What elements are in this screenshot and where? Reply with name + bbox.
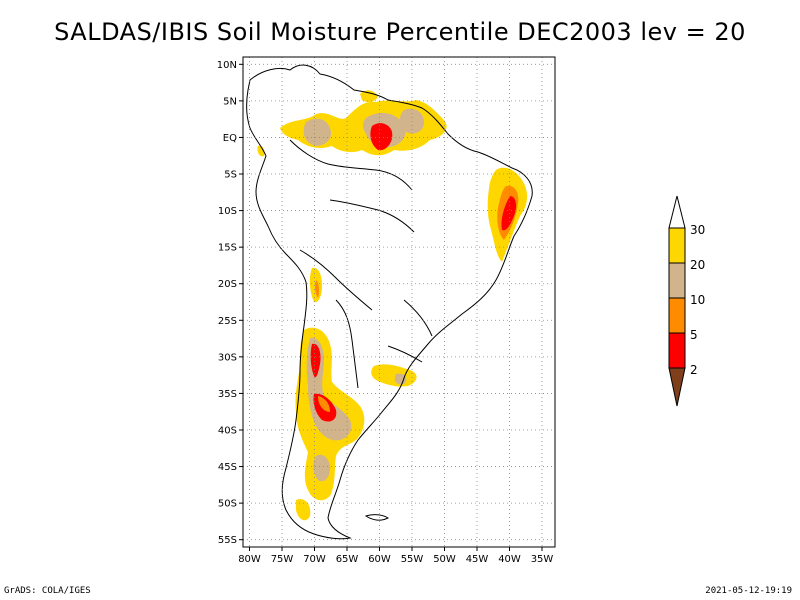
lat-tick-label: 10S	[218, 206, 237, 217]
lon-tick-label: 60W	[368, 554, 391, 565]
lon-tick-label: 35W	[531, 554, 554, 565]
lon-tick-label: 45W	[466, 554, 489, 565]
lon-tick-label: 50W	[433, 554, 456, 565]
border-2	[329, 199, 415, 233]
lon-axis: 80W 75W 70W 65W 60W 55W 50W 45W 40W 35W	[238, 547, 553, 565]
shade-south-red-1	[310, 343, 321, 378]
lon-tick-label: 40W	[498, 554, 521, 565]
lat-tick-label: 5N	[223, 96, 237, 107]
footer-credit: GrADS: COLA/IGES	[4, 586, 91, 596]
border-1	[289, 139, 413, 191]
legend-bottom-arrow	[668, 367, 686, 407]
legend-label-10: 10	[690, 293, 705, 307]
map-title: SALDAS/IBIS Soil Moisture Percentile DEC…	[54, 18, 746, 46]
lat-tick-label: 45S	[218, 462, 237, 473]
legend-swatch-20-30	[668, 227, 686, 264]
shade-andes-orange	[314, 280, 320, 298]
legend-label-20: 20	[690, 258, 705, 272]
coastline	[246, 64, 533, 540]
shade-west-dot	[257, 145, 265, 157]
legend-label-2: 2	[690, 363, 698, 377]
lat-tick-label: EQ	[223, 133, 237, 144]
lat-tick-label: 55S	[218, 535, 237, 546]
continent-outline	[246, 64, 533, 540]
color-legend: 30 20 10 5 2	[668, 195, 705, 407]
lat-tick-label: 40S	[218, 425, 237, 436]
lon-tick-label: 75W	[271, 554, 294, 565]
map-frame	[242, 56, 556, 548]
lon-tick-label: 80W	[238, 554, 261, 565]
border-5	[403, 299, 433, 337]
shade-patagonia-tan	[313, 454, 330, 482]
legend-swatch-10-20	[668, 262, 686, 299]
lat-tick-label: 25S	[218, 316, 237, 327]
border-6	[387, 345, 423, 363]
lat-tick-label: 5S	[224, 170, 237, 181]
shade-uruguay-tan	[394, 373, 407, 385]
shade-north-tan-1	[303, 118, 332, 146]
lat-tick-label: 20S	[218, 279, 237, 290]
moisture-shading	[257, 90, 528, 521]
shade-north-yellow-2	[360, 90, 378, 103]
lat-tick-label: 35S	[218, 389, 237, 400]
legend-label-5: 5	[690, 328, 698, 342]
lat-tick-label: 10N	[217, 60, 237, 71]
legend-swatch-5-10	[668, 297, 686, 334]
lon-tick-label: 55W	[401, 554, 424, 565]
shade-south-orange	[318, 396, 330, 412]
shade-north-red	[370, 123, 393, 151]
plot-area	[242, 56, 556, 548]
border-3	[299, 249, 373, 311]
lon-tick-label: 65W	[336, 554, 359, 565]
legend-swatch-2-5	[668, 332, 686, 369]
grid-lines	[243, 57, 555, 547]
footer-timestamp: 2021-05-12-19:19	[705, 586, 792, 596]
lat-tick-label: 30S	[218, 352, 237, 363]
lat-axis: 10N 5N EQ 5S 10S 15S 20S 25S 30S 35S 40S 45S 50S 55S	[217, 60, 243, 546]
shade-far-south	[296, 498, 311, 521]
lat-tick-label: 50S	[218, 499, 237, 510]
falklands	[364, 514, 389, 521]
lon-tick-label: 70W	[303, 554, 326, 565]
legend-label-30: 30	[690, 223, 705, 237]
lat-tick-label: 15S	[218, 243, 237, 254]
border-4	[335, 299, 359, 389]
shade-ne-red	[501, 196, 517, 231]
legend-top-arrow	[668, 195, 686, 229]
